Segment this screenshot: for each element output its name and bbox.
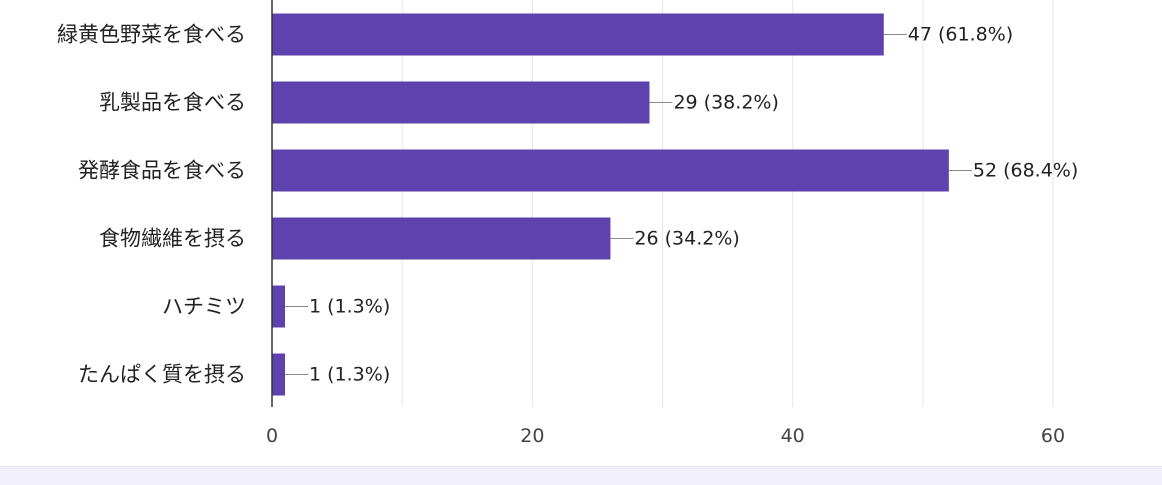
chart-container: 0 20 40 60 緑黄色野菜を食べる 47 (61.8%) 乳製品を食べる 29 (38…: [57, 0, 1079, 447]
data-label: 1 (1.3%): [309, 296, 390, 318]
x-tick-label: 40: [781, 425, 805, 447]
data-label: 1 (1.3%): [309, 364, 390, 386]
bar: [272, 81, 650, 124]
data-label: 29 (38.2%): [673, 92, 778, 114]
axes: 0 20 40 60: [266, 0, 1065, 447]
category-label: たんぱく質を摂る: [78, 363, 246, 387]
x-tick-label: 0: [266, 425, 278, 447]
bar: [272, 149, 949, 192]
bar: [272, 13, 884, 56]
category-label: ハチミツ: [162, 295, 246, 319]
category-label: 緑黄色野菜を食べる: [57, 23, 246, 47]
category-label: 食物繊維を摂る: [99, 227, 246, 251]
data-label: 26 (34.2%): [634, 228, 739, 250]
data-label: 52 (68.4%): [973, 160, 1078, 182]
gridlines: [401, 0, 1054, 407]
bars: [272, 13, 949, 396]
bar-chart: 0 20 40 60 緑黄色野菜を食べる 47 (61.8%) 乳製品を食べる 29 (38…: [57, 0, 1078, 447]
category-label: 発酵食品を食べる: [78, 159, 246, 183]
bar: [272, 217, 611, 260]
x-tick-label: 20: [520, 425, 544, 447]
bar: [272, 353, 286, 396]
bar: [272, 285, 286, 328]
category-label: 乳製品を食べる: [99, 91, 246, 115]
x-tick-label: 60: [1041, 425, 1065, 447]
labels: 緑黄色野菜を食べる 47 (61.8%) 乳製品を食べる 29 (38.2%) 発酵食品…: [57, 23, 1078, 387]
data-label: 47 (61.8%): [908, 24, 1013, 46]
bottom-strip: [0, 466, 1162, 485]
